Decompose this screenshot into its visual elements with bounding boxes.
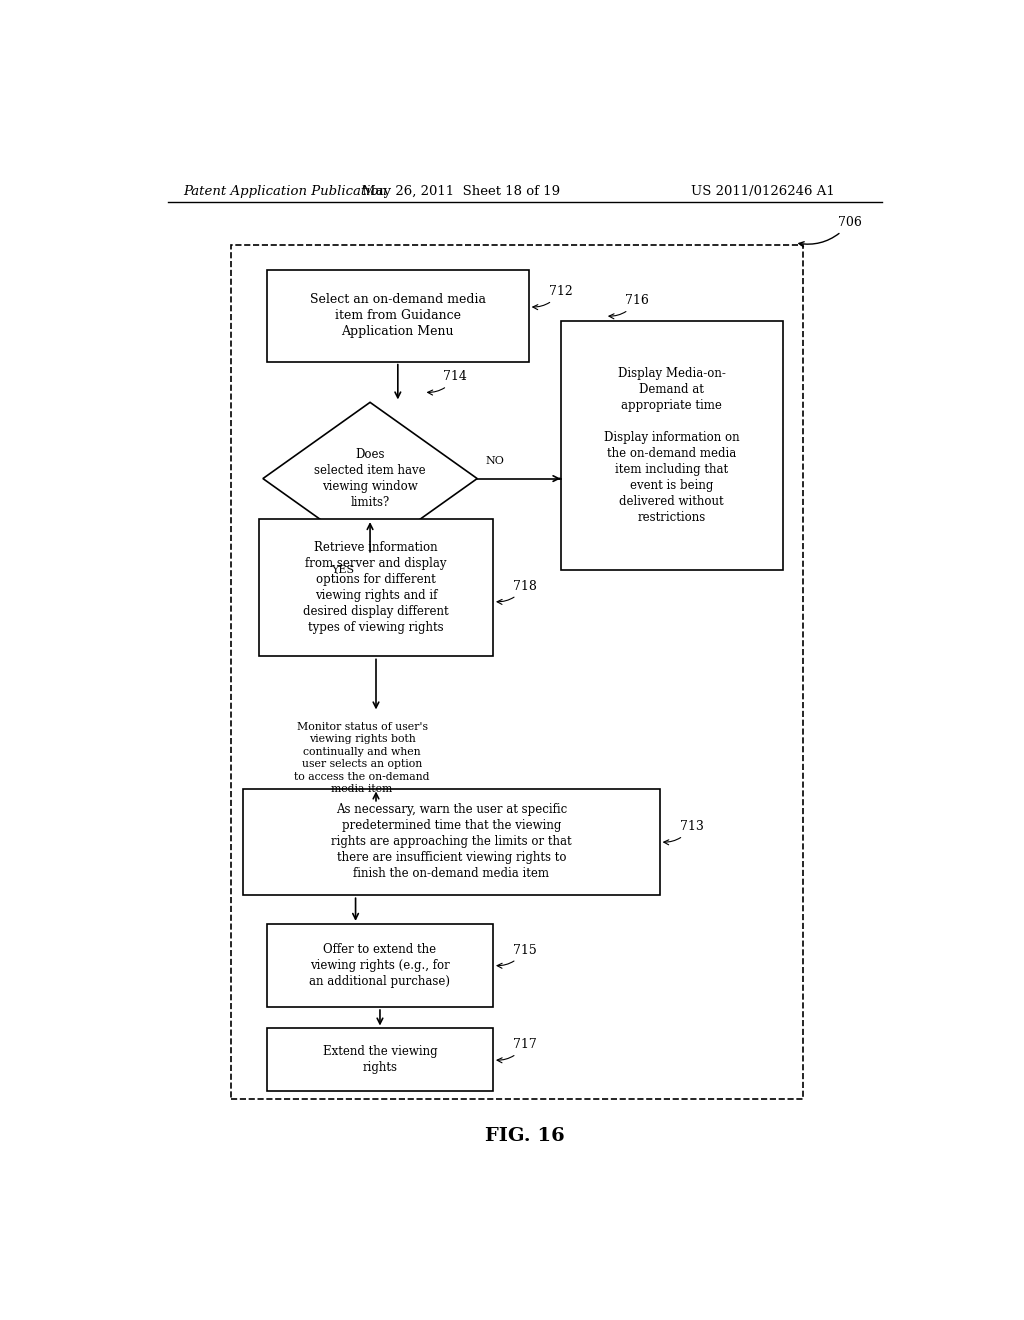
- Text: FIG. 16: FIG. 16: [485, 1127, 564, 1146]
- Text: 713: 713: [664, 820, 703, 845]
- Text: May 26, 2011  Sheet 18 of 19: May 26, 2011 Sheet 18 of 19: [362, 185, 560, 198]
- Text: 715: 715: [497, 944, 537, 969]
- Bar: [267, 924, 494, 1007]
- Bar: [560, 321, 782, 570]
- Polygon shape: [263, 403, 477, 554]
- Text: Monitor status of user's
viewing rights both
continually and when
user selects a: Monitor status of user's viewing rights …: [294, 722, 430, 795]
- Text: YES: YES: [331, 565, 354, 576]
- Text: 712: 712: [532, 285, 572, 310]
- Text: US 2011/0126246 A1: US 2011/0126246 A1: [691, 185, 835, 198]
- Text: Retrieve information
from server and display
options for different
viewing right: Retrieve information from server and dis…: [303, 541, 449, 635]
- Text: 706: 706: [799, 216, 862, 247]
- Bar: [243, 788, 659, 895]
- Text: Patent Application Publication: Patent Application Publication: [183, 185, 387, 198]
- Bar: [259, 519, 493, 656]
- Text: As necessary, warn the user at specific
predetermined time that the viewing
righ: As necessary, warn the user at specific …: [331, 804, 571, 880]
- Bar: [267, 271, 528, 362]
- Text: Does
selected item have
viewing window
limits?: Does selected item have viewing window l…: [314, 447, 426, 510]
- Text: 716: 716: [609, 294, 648, 319]
- Text: NO: NO: [485, 457, 504, 466]
- Text: 717: 717: [497, 1039, 537, 1063]
- Text: 718: 718: [497, 579, 537, 605]
- Bar: [231, 244, 803, 1098]
- Bar: [267, 1028, 494, 1092]
- Text: Offer to extend the
viewing rights (e.g., for
an additional purchase): Offer to extend the viewing rights (e.g.…: [309, 942, 451, 987]
- Text: Extend the viewing
rights: Extend the viewing rights: [323, 1045, 437, 1074]
- Text: Display Media-on-
Demand at
appropriate time

Display information on
the on-dema: Display Media-on- Demand at appropriate …: [604, 367, 739, 524]
- Text: Select an on-demand media
item from Guidance
Application Menu: Select an on-demand media item from Guid…: [310, 293, 485, 338]
- Text: 714: 714: [428, 371, 467, 395]
